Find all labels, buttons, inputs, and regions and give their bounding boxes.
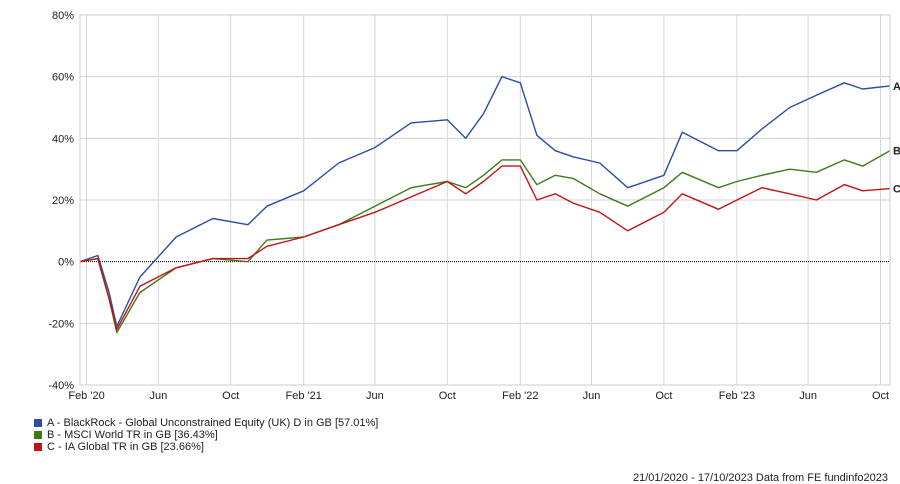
- legend-label-c: C - IA Global TR in GB [23.66%]: [47, 441, 204, 453]
- y-tick-label: 60%: [52, 72, 74, 84]
- tick-label-layer: 80% 60% 40% 20% 0% -20% -40%Feb '20 Jun Oct Feb '…: [48, 10, 889, 402]
- series-line-c: [79, 165, 891, 331]
- x-tick-label: Jun: [583, 390, 601, 402]
- axis-layer: [79, 14, 891, 386]
- chart-area: 80% 60% 40% 20% 0% -20% -40%Feb '20 Jun Oct Feb '…: [48, 10, 900, 402]
- legend-swatch-a: [34, 419, 42, 427]
- y-tick-label: 40%: [52, 133, 74, 145]
- series-end-label-c: C: [893, 184, 900, 196]
- x-tick-label: Feb '20: [68, 390, 104, 402]
- x-tick-label: Jun: [799, 390, 817, 402]
- plot-border: [79, 14, 891, 386]
- x-tick-label: Oct: [222, 390, 239, 402]
- x-tick-label: Feb '22: [502, 390, 538, 402]
- x-tick-label: Feb '23: [719, 390, 755, 402]
- y-tick-label: 20%: [52, 195, 74, 207]
- footer-source: 21/01/2020 - 17/10/2023 Data from FE fun…: [632, 472, 888, 484]
- legend-item-a: A - BlackRock - Global Unconstrained Equ…: [34, 417, 378, 429]
- x-tick-label: Oct: [655, 390, 672, 402]
- series-line-b: [79, 150, 891, 334]
- y-tick-label: -20%: [48, 318, 74, 330]
- y-tick-label: 0%: [58, 257, 74, 269]
- series-end-label-a: A: [893, 81, 900, 93]
- x-tick-label: Jun: [366, 390, 384, 402]
- legend-item-c: C - IA Global TR in GB [23.66%]: [34, 441, 378, 453]
- legend-swatch-c: [34, 443, 42, 451]
- x-tick-label: Feb '21: [286, 390, 322, 402]
- y-tick-label: -40%: [48, 380, 74, 392]
- legend-label-a: A - BlackRock - Global Unconstrained Equ…: [47, 417, 379, 429]
- y-tick-label: 80%: [52, 10, 74, 22]
- legend-swatch-b: [34, 431, 42, 439]
- end-label-layer: A B C: [893, 81, 900, 196]
- legend-label-b: B - MSCI World TR in GB [36.43%]: [47, 429, 218, 441]
- x-tick-label: Oct: [872, 390, 889, 402]
- series-line-a: [79, 75, 891, 328]
- legend-item-b: B - MSCI World TR in GB [36.43%]: [34, 429, 378, 441]
- x-tick-label: Jun: [149, 390, 167, 402]
- series-layer: [79, 75, 891, 334]
- grid-layer: [80, 15, 890, 385]
- legend: A - BlackRock - Global Unconstrained Equ…: [34, 417, 378, 453]
- x-tick-label: Oct: [439, 390, 456, 402]
- series-end-label-b: B: [893, 146, 900, 158]
